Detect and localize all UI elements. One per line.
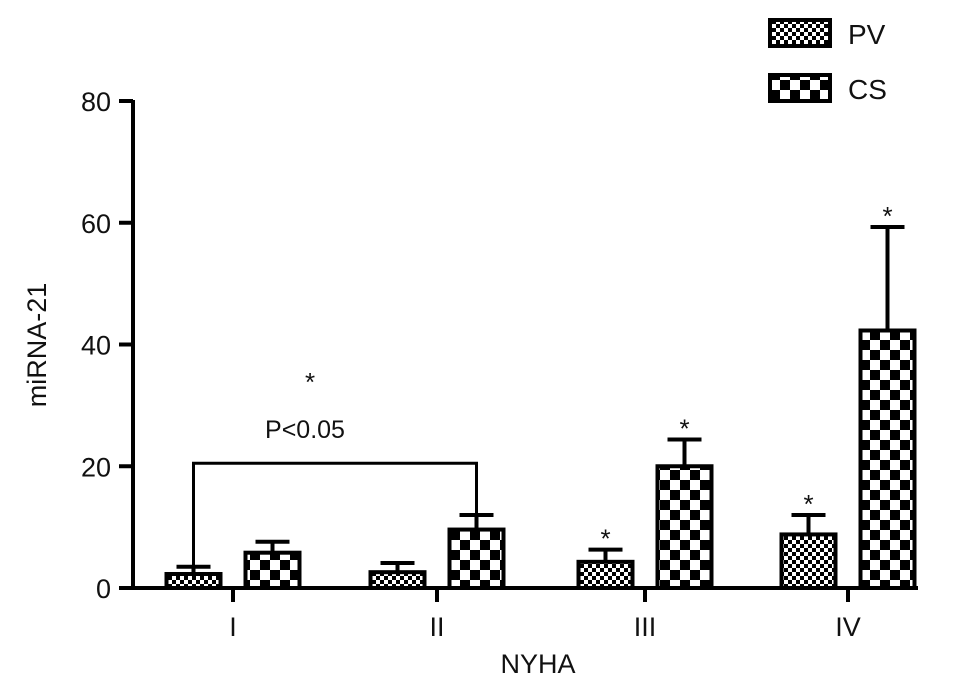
legend-label-cs: CS [848, 74, 887, 105]
bar-cs-ii [447, 527, 506, 590]
bracket-p-value: P<0.05 [265, 416, 345, 444]
x-tick-label: II [429, 612, 444, 642]
y-tick-label: 60 [81, 209, 111, 239]
y-tick-label: 80 [81, 87, 111, 117]
bracket-star: * [305, 367, 315, 397]
bar-cs-iv [858, 328, 917, 590]
legend-label-pv: PV [848, 19, 886, 50]
significance-bracket [192, 461, 478, 567]
y-axis-title: miRNA-21 [22, 283, 52, 408]
y-tick-label: 0 [96, 574, 111, 604]
x-axis-title: NYHA [500, 649, 575, 679]
legend-swatch-pv [768, 18, 832, 48]
legend: PV CS [768, 18, 887, 105]
significance-star: * [882, 201, 892, 231]
significance-star: * [803, 489, 813, 519]
bar-pv-iv [779, 532, 838, 590]
legend-swatch-cs [768, 73, 832, 103]
y-tick-label: 40 [81, 331, 111, 361]
significance-star: * [679, 413, 689, 443]
bar-cs-i [243, 550, 302, 591]
x-tick-label: IV [835, 612, 861, 642]
y-tick-label: 20 [81, 452, 111, 482]
bar-pv-ii [368, 570, 427, 590]
x-tick-label: I [229, 612, 237, 642]
bar-cs-iii [655, 464, 714, 590]
x-tick-label: III [634, 612, 657, 642]
bars: * * * * [164, 201, 917, 591]
bar-pv-i [164, 571, 223, 591]
bar-pv-iii [576, 559, 635, 590]
annotations: P<0.05 * [192, 367, 478, 567]
significance-star: * [600, 524, 610, 554]
